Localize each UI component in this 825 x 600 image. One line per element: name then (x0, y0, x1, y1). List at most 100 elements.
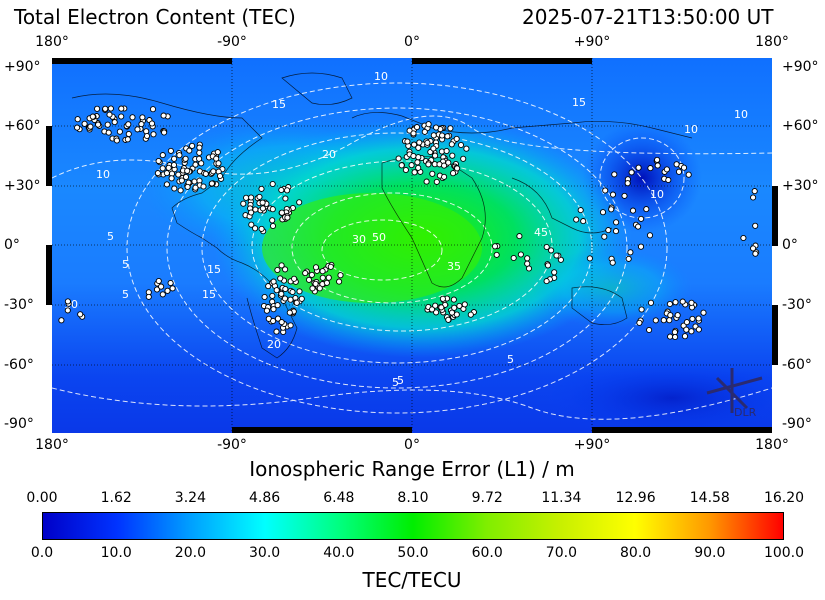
station-marker (577, 207, 584, 214)
station-marker (543, 243, 550, 251)
station-marker (200, 183, 207, 190)
station-marker (449, 152, 456, 159)
station-marker (213, 155, 220, 162)
station-marker (429, 170, 436, 177)
tec-tick: 80.0 (620, 545, 652, 561)
station-marker (177, 187, 184, 194)
station-marker (278, 186, 285, 194)
station-marker (240, 200, 247, 207)
station-marker (667, 312, 674, 319)
station-marker (605, 227, 612, 234)
station-marker (169, 285, 176, 292)
station-marker (456, 302, 463, 309)
station-marker (613, 219, 620, 226)
lon-tick-bottom: 180° (35, 437, 69, 453)
station-marker (159, 152, 166, 159)
tec-axis-title: TEC/TECU (362, 568, 462, 592)
station-marker (646, 232, 654, 239)
station-marker (309, 285, 316, 292)
station-marker (269, 292, 276, 299)
station-marker (602, 187, 609, 194)
contour-label: 30 (352, 233, 366, 246)
station-marker (81, 120, 88, 127)
station-marker (441, 173, 448, 180)
lat-tick-right: 0° (782, 237, 798, 253)
station-marker (118, 105, 125, 112)
station-marker (182, 173, 190, 181)
contour-label: 15 (272, 98, 286, 111)
station-marker (159, 291, 166, 298)
station-marker (149, 106, 157, 113)
contour-label: 15 (207, 263, 221, 276)
station-marker (170, 161, 178, 169)
range-tick: 12.96 (615, 490, 656, 506)
station-marker (674, 312, 681, 319)
station-marker (158, 283, 165, 290)
station-marker (286, 309, 293, 316)
station-marker (259, 199, 266, 206)
station-marker (278, 319, 285, 326)
station-marker (175, 171, 182, 178)
station-marker (428, 306, 436, 313)
contour-label: 15 (572, 96, 586, 109)
station-marker (269, 180, 276, 188)
station-marker (667, 333, 674, 340)
contour-label: 5 (392, 376, 399, 389)
station-marker (287, 322, 294, 329)
station-marker (463, 145, 470, 152)
station-marker (161, 129, 168, 136)
station-marker (106, 111, 113, 118)
lat-tick-right: -90° (782, 416, 812, 432)
station-marker (548, 247, 555, 254)
station-marker (681, 333, 689, 340)
station-marker (433, 124, 440, 131)
dlr-logo-text: DLR (734, 406, 757, 419)
station-marker (551, 269, 558, 276)
station-marker (683, 326, 690, 333)
station-marker (599, 209, 607, 216)
lat-tick-left: +30° (4, 178, 41, 194)
station-marker (273, 287, 280, 294)
lon-tick-bottom: 180° (755, 437, 789, 453)
range-tick: 6.48 (323, 490, 355, 506)
station-marker (445, 316, 452, 323)
station-marker (646, 326, 653, 334)
station-marker (647, 299, 655, 306)
lat-tick-left: +90° (4, 59, 41, 75)
station-marker (95, 121, 102, 128)
station-marker (274, 266, 281, 274)
station-marker (274, 302, 281, 309)
range-tick: 8.10 (397, 490, 429, 506)
station-marker (308, 271, 315, 278)
station-marker (516, 233, 523, 240)
station-marker (700, 309, 707, 316)
station-marker (269, 217, 276, 224)
station-marker (433, 309, 440, 316)
station-marker (336, 278, 343, 285)
station-marker (493, 251, 500, 258)
tec-tick: 0.0 (30, 545, 54, 561)
station-marker (438, 304, 445, 311)
station-marker (679, 298, 686, 305)
station-marker (168, 175, 175, 182)
station-marker (154, 170, 161, 177)
contour-label: 45 (534, 226, 548, 239)
station-marker (453, 135, 460, 142)
station-marker (327, 263, 334, 270)
station-marker (415, 144, 422, 151)
station-marker (673, 161, 680, 168)
frame-bar (592, 427, 772, 433)
station-marker (273, 328, 280, 335)
station-marker (685, 171, 692, 178)
station-marker (58, 317, 65, 324)
contour-label: 20 (322, 148, 336, 161)
station-marker (402, 166, 409, 174)
lat-tick-right: -30° (782, 297, 812, 313)
tec-region-low (542, 358, 772, 433)
station-marker (424, 139, 431, 146)
lat-tick-right: +30° (782, 178, 819, 194)
station-marker (129, 114, 136, 121)
station-marker (621, 192, 628, 199)
lat-tick-right: -60° (782, 357, 812, 373)
station-marker (113, 137, 120, 144)
